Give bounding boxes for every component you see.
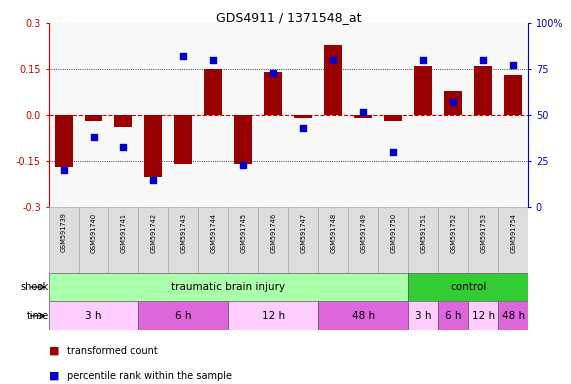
Text: ■: ■ [49,371,59,381]
Text: GDS4911 / 1371548_at: GDS4911 / 1371548_at [216,12,361,25]
Point [179,53,188,59]
Text: 6 h: 6 h [445,311,461,321]
Bar [295,115,312,118]
Text: time: time [27,311,49,321]
Bar [108,207,138,273]
Bar [49,301,138,330]
Bar [168,207,199,273]
Bar [439,207,468,273]
Text: 12 h: 12 h [262,311,285,321]
Bar [408,301,439,330]
Point [209,57,218,63]
Bar [319,207,348,273]
Text: 48 h: 48 h [352,311,375,321]
Bar [228,207,259,273]
Bar [85,115,103,121]
Bar [468,301,498,330]
Point [59,167,68,174]
Bar [408,273,528,301]
Bar [468,207,498,273]
Text: GSM591751: GSM591751 [420,213,427,253]
Text: GSM591743: GSM591743 [180,213,187,253]
Bar [444,91,463,115]
Text: GSM591741: GSM591741 [120,213,127,253]
Text: 48 h: 48 h [502,311,525,321]
Bar [504,75,522,115]
Text: GSM591748: GSM591748 [330,213,336,253]
Text: GSM591753: GSM591753 [480,213,486,253]
Bar [354,115,372,118]
Bar [415,66,432,115]
Bar [144,115,163,177]
Bar [204,69,223,115]
Bar [114,115,132,127]
Text: 3 h: 3 h [85,311,102,321]
Text: GSM591744: GSM591744 [210,213,216,253]
Text: GSM591742: GSM591742 [150,213,156,253]
Text: shock: shock [21,282,49,292]
Bar [379,207,408,273]
Bar [175,115,192,164]
Bar [288,207,319,273]
Bar [408,207,439,273]
Bar [49,273,408,301]
Text: percentile rank within the sample: percentile rank within the sample [67,371,232,381]
Bar [49,207,79,273]
Bar [139,301,228,330]
Point [149,177,158,183]
Text: GSM591754: GSM591754 [510,213,516,253]
Bar [384,115,402,121]
Bar [498,301,528,330]
Point [269,70,278,76]
Text: GSM591750: GSM591750 [390,213,396,253]
Bar [139,207,168,273]
Bar [498,207,528,273]
Text: transformed count: transformed count [67,346,158,356]
Text: ■: ■ [49,346,59,356]
Bar [228,301,319,330]
Point [239,162,248,168]
Bar [55,115,73,167]
Point [119,144,128,150]
Point [509,62,518,68]
Point [389,149,398,155]
Bar [259,207,288,273]
Text: GSM591739: GSM591739 [61,213,67,252]
Point [478,57,488,63]
Bar [348,207,379,273]
Point [299,125,308,131]
Text: traumatic brain injury: traumatic brain injury [171,282,286,292]
Bar [324,45,343,115]
Bar [319,301,408,330]
Point [449,99,458,105]
Text: control: control [450,282,486,292]
Text: GSM591745: GSM591745 [240,213,247,253]
Bar [199,207,228,273]
Text: GSM591749: GSM591749 [360,213,367,253]
Point [419,57,428,63]
Bar [264,72,283,115]
Text: 3 h: 3 h [415,311,432,321]
Bar [474,66,492,115]
Point [359,108,368,114]
Text: 12 h: 12 h [472,311,494,321]
Point [329,57,338,63]
Text: 6 h: 6 h [175,311,192,321]
Bar [439,301,468,330]
Bar [79,207,108,273]
Point [89,134,98,141]
Bar [235,115,252,164]
Text: GSM591747: GSM591747 [300,213,307,253]
Text: GSM591752: GSM591752 [450,213,456,253]
Text: GSM591746: GSM591746 [270,213,276,253]
Text: GSM591740: GSM591740 [90,213,96,253]
